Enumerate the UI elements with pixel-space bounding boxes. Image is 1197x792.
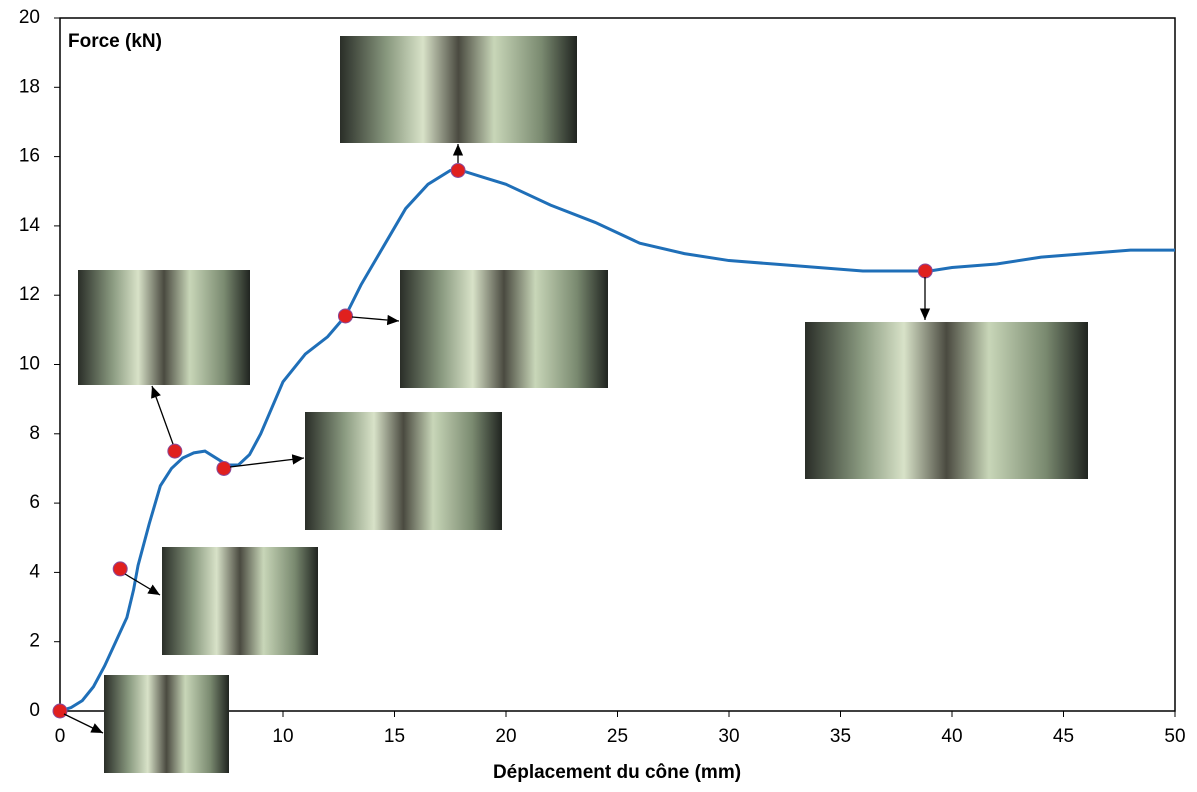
x-tick-label: 45 [1053, 726, 1074, 747]
photos [63, 36, 1088, 773]
y-tick-label: 6 [29, 492, 40, 513]
arrow [229, 454, 305, 468]
y-tick-label: 10 [19, 354, 40, 375]
y-tick-label: 18 [19, 76, 40, 97]
y-tick-label: 14 [19, 215, 41, 236]
photo [104, 675, 229, 773]
y-tick-label: 2 [29, 631, 40, 652]
y-tick-label: 12 [19, 284, 40, 305]
x-tick-label: 35 [830, 726, 851, 747]
x-axis-label: Déplacement du cône (mm) [493, 762, 741, 783]
highlight-point [112, 561, 128, 577]
y-axis-label: Force (kN) [68, 31, 162, 52]
x-tick-label: 20 [495, 726, 516, 747]
x-tick-label: 50 [1164, 726, 1185, 747]
photo [78, 270, 250, 385]
y-tick-label: 16 [19, 146, 40, 167]
highlight-point [167, 443, 183, 459]
highlight-point [917, 263, 933, 279]
highlight-point [450, 162, 466, 178]
arrow [151, 385, 174, 445]
arrow [124, 573, 161, 596]
arrow [351, 314, 400, 326]
y-tick-label: 20 [19, 7, 40, 28]
force-curve [59, 168, 1175, 713]
arrow [63, 713, 104, 734]
highlight-point [337, 308, 353, 324]
photo [305, 412, 502, 530]
y-tick-label: 8 [29, 423, 40, 444]
highlight-point [52, 703, 68, 719]
x-tick-label: 15 [384, 726, 405, 747]
x-tick-label: 30 [718, 726, 739, 747]
x-tick-label: 10 [272, 726, 293, 747]
photo [162, 547, 318, 655]
x-tick-label: 25 [607, 726, 628, 747]
x-tick-label: 0 [55, 726, 66, 747]
photo [400, 270, 608, 388]
highlight-point [216, 460, 232, 476]
y-tick-label: 4 [29, 561, 40, 582]
y-tick-label: 0 [29, 700, 40, 721]
x-tick-label: 40 [941, 726, 962, 747]
photo [805, 322, 1088, 479]
photo [340, 36, 577, 143]
